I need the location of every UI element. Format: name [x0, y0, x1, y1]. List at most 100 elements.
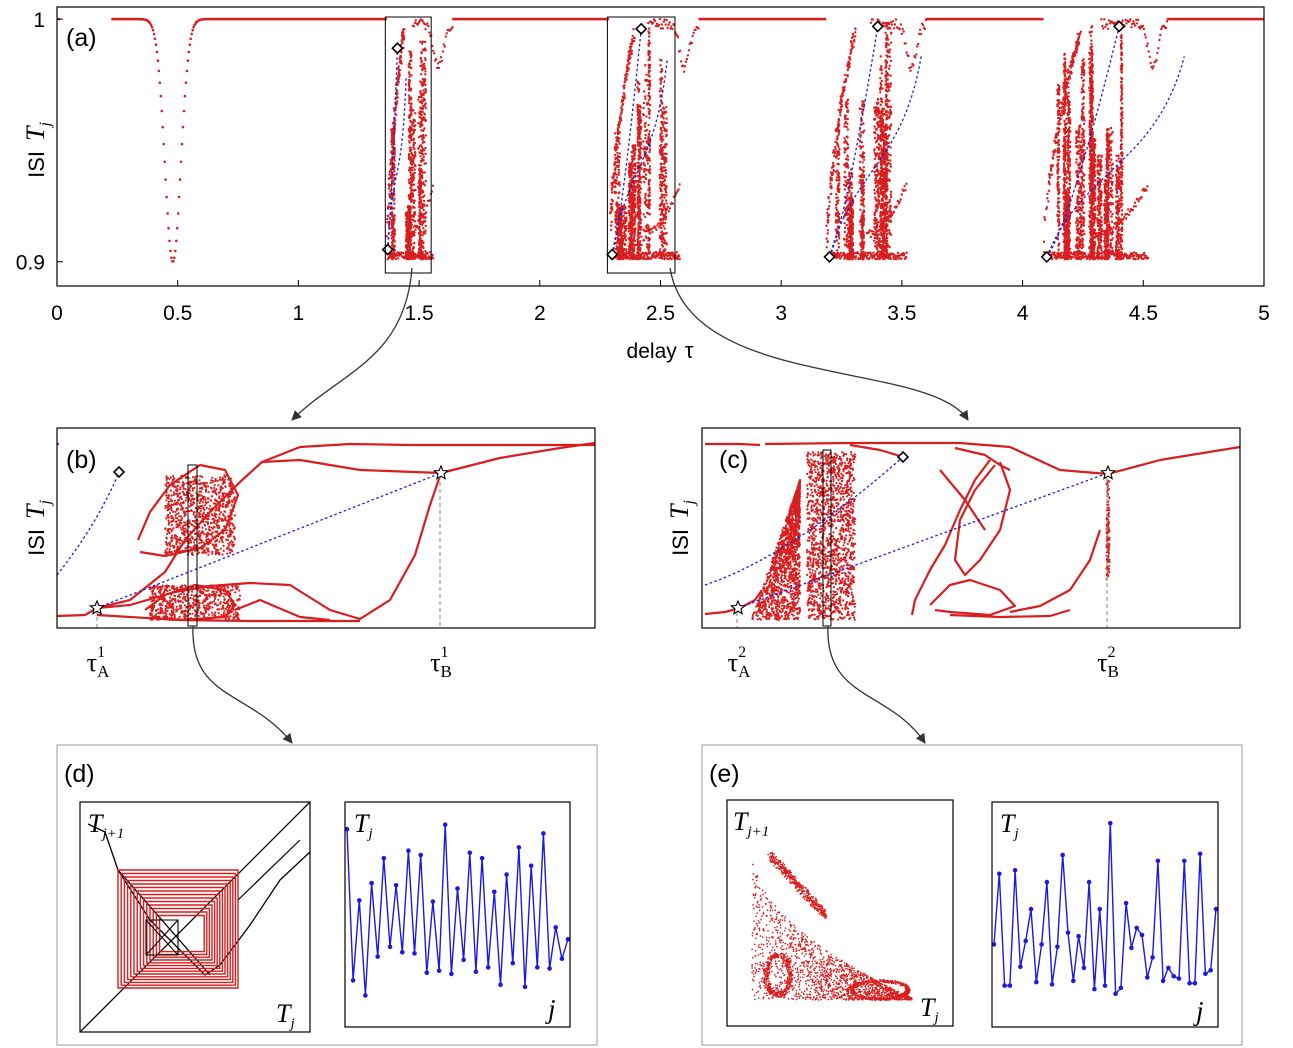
y-tick-label: 1 — [33, 9, 45, 32]
panel-c-branch-6 — [910, 459, 991, 616]
panel-a-x-ticks: 0 0.5 1 1.5 2 2.5 3 3.5 4 4.5 5 — [51, 280, 1270, 325]
panel-d-diagonal — [80, 802, 310, 1032]
panel-e-series-point-32 — [1155, 858, 1161, 864]
panel-a-overlay — [381, 16, 1185, 274]
x-tick-label: 4.5 — [1129, 302, 1158, 325]
panel-e: (e) Tj+1 Tj Tj j — [701, 744, 1243, 1046]
panel-e-series-point-10 — [1039, 942, 1044, 947]
panel-d-series-point-2 — [350, 978, 356, 983]
arrow-c-to-e — [827, 625, 926, 744]
panel-d-time-series — [344, 822, 571, 998]
window-4-start-diamond — [1040, 250, 1053, 264]
tau-a1-star — [88, 599, 106, 615]
panel-c-data — [704, 441, 1240, 628]
panel-a-ylabel: ISITj — [21, 122, 54, 178]
panel-e-series-point-18 — [1081, 965, 1087, 971]
panel-e-series-point-5 — [1012, 868, 1018, 873]
panel-b: (b) ISITj τ1 A τ1 B — [21, 427, 596, 681]
panel-e-series-point-22 — [1102, 983, 1108, 988]
chaotic-window-2 — [608, 17, 700, 261]
x-tick-label: 3 — [775, 302, 787, 325]
panel-b-branch-2 — [96, 442, 411, 610]
panel-d-diagonal-upper — [237, 839, 301, 901]
panel-e-series-point-7 — [1023, 938, 1028, 944]
panel-d-series-point-8 — [387, 944, 393, 950]
panel-d-series-ylabel: Tj — [354, 809, 373, 842]
window-4-end-diamond — [1113, 20, 1126, 33]
panel-e-series-point-16 — [1071, 978, 1076, 984]
panel-e-series-point-20 — [1092, 986, 1097, 992]
panel-d-series-point-17 — [442, 822, 448, 827]
panel-d-outer-frame — [56, 744, 598, 1046]
panel-d-series-point-14 — [424, 970, 430, 976]
panel-d-series-point-33 — [541, 831, 546, 836]
panel-d-series-xlabel: j — [545, 994, 556, 1024]
panel-c-label: (c) — [719, 446, 748, 474]
panel-d-series-point-20 — [461, 957, 466, 963]
panel-d-series-point-12 — [412, 951, 417, 956]
blue-track-secondary-3 — [828, 56, 922, 258]
x-tick-label: 4 — [1017, 302, 1029, 325]
window-1-end-diamond — [391, 42, 404, 55]
panel-e-series-point-23 — [1108, 820, 1113, 826]
panel-b-branch-7 — [136, 463, 240, 558]
x-tick-label: 0.5 — [163, 302, 192, 325]
panel-e-series-point-35 — [1171, 973, 1176, 979]
panel-a: 0 0.5 1 1.5 2 2.5 3 3.5 4 4.5 5 0.91 (a) ISITj del… — [16, 6, 1270, 363]
panel-e-series-point-41 — [1203, 971, 1208, 977]
panel-a-y-ticks: 0.91 — [16, 9, 63, 275]
panel-e-series-point-39 — [1192, 980, 1198, 986]
tau-b2-star — [1099, 464, 1117, 480]
panel-e-series-point-25 — [1118, 985, 1124, 991]
x-tick-label: 2.5 — [646, 302, 675, 325]
panel-d-cobweb — [117, 869, 239, 989]
panel-c-frame — [701, 427, 1241, 629]
panel-a-label: (a) — [66, 24, 97, 52]
panel-c-branch-9 — [929, 578, 1017, 617]
panel-c-branch-2 — [764, 441, 1240, 476]
panel-c-branch-5 — [954, 446, 1011, 471]
panel-e-return-map — [751, 851, 913, 1002]
panel-d-series-point-22 — [473, 969, 479, 975]
panel-d-series-point-32 — [535, 965, 540, 970]
panel-b-branch-10 — [96, 613, 360, 623]
panel-d-series-point-21 — [467, 850, 473, 856]
panel-e-series-point-1 — [991, 942, 997, 947]
panel-e-series-ylabel: Tj — [1000, 809, 1019, 842]
arrow-a-to-c — [669, 267, 969, 421]
panel-d: (d) Tj+1 Tj Tj j — [56, 744, 598, 1046]
panel-e-series-point-27 — [1129, 945, 1134, 951]
zoom-arrows — [192, 267, 969, 744]
panel-d-series-point-30 — [522, 984, 528, 990]
panel-c-blue-track-2 — [737, 472, 1109, 609]
panel-e-series-point-42 — [1208, 968, 1213, 973]
panel-d-series-point-7 — [381, 855, 387, 861]
panel-c-branch-10 — [1009, 529, 1102, 614]
panel-e-time-series — [991, 820, 1219, 997]
panel-e-series-point-13 — [1055, 944, 1060, 950]
panel-c-branch-11 — [949, 608, 1071, 619]
panel-e-series-point-3 — [1002, 983, 1007, 988]
x-tick-label: 1.5 — [404, 302, 433, 325]
panel-d-series-point-35 — [553, 925, 558, 930]
panel-c-branch-7 — [953, 461, 1012, 577]
panel-c-diamond — [896, 450, 910, 464]
panel-c: (c) ISITj τ2 A τ2 B — [665, 427, 1241, 681]
panel-e-series-point-26 — [1123, 900, 1129, 906]
panel-d-series-point-1 — [344, 826, 350, 832]
panel-e-series-point-24 — [1113, 991, 1118, 997]
blue-track-secondary-1 — [387, 78, 407, 250]
panel-b-diamond — [112, 465, 126, 479]
panel-b-branch-5 — [440, 441, 595, 475]
panel-d-series-point-36 — [559, 956, 565, 962]
panel-e-series-point-4 — [1007, 983, 1013, 988]
panel-d-series-point-28 — [510, 960, 516, 966]
panel-d-series-point-5 — [369, 880, 374, 886]
panel-c-zoom-strip — [822, 449, 832, 627]
panel-b-frame — [56, 427, 596, 629]
panel-e-series-point-40 — [1197, 851, 1203, 857]
panel-d-series-frame — [344, 801, 571, 1028]
arrow-b-to-d — [192, 625, 293, 744]
panel-d-label: (d) — [64, 760, 95, 788]
panel-b-data — [57, 441, 595, 628]
